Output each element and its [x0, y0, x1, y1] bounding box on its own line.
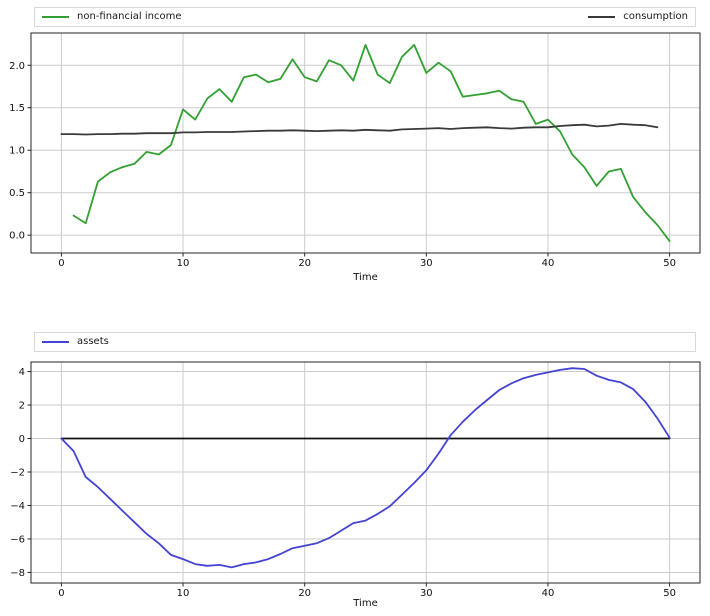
x-tick-label: 0: [58, 588, 64, 599]
legend-item-assets: assets: [42, 337, 109, 347]
y-tick-label: 0: [19, 434, 25, 445]
x-tick-label: 30: [420, 258, 433, 269]
x-axis-label: Time: [352, 272, 377, 283]
y-tick-label: 2.0: [9, 61, 25, 72]
x-tick-label: 20: [298, 588, 311, 599]
assets-line-sample-icon: [42, 341, 69, 343]
income-line-sample-icon: [42, 16, 69, 18]
consumption-line-sample-icon: [588, 16, 616, 18]
legend-top: non-financial income consumption: [34, 7, 696, 27]
legend-item-non-financial-income: non-financial income: [42, 12, 182, 22]
legend-label-assets: assets: [77, 336, 109, 347]
chart-assets: 0 10 20 30 40 50 −8 −6 −4 −2 0 2 4 Time: [10, 361, 701, 609]
y-tick-label: 1.0: [9, 146, 25, 157]
series-assets: [60, 367, 671, 569]
legend-bottom: assets: [34, 332, 696, 352]
x-tick-label: 50: [663, 588, 676, 599]
grid: [31, 362, 700, 583]
x-tick-label: 40: [542, 258, 555, 269]
x-tick-label: 20: [298, 258, 311, 269]
y-tick-label: −6: [10, 534, 25, 545]
y-tick-label: −2: [10, 467, 25, 478]
y-tick-label: 4: [19, 367, 25, 378]
axes-spines: [30, 32, 701, 254]
y-tick-label: 0.5: [9, 188, 25, 199]
y-tick-label: 1.5: [9, 103, 25, 114]
series-non-financial income: [72, 44, 671, 243]
legend-label-income: non-financial income: [77, 11, 182, 22]
x-tick-label: 0: [58, 258, 64, 269]
y-tick-label: −8: [10, 568, 25, 579]
plot-background: [31, 362, 700, 583]
legend-item-consumption: consumption: [588, 12, 688, 22]
series-consumption: [60, 123, 659, 136]
grid: [31, 33, 700, 253]
x-tick-label: 10: [177, 588, 190, 599]
x-tick-label: 40: [542, 588, 555, 599]
y-tick-label: −4: [10, 501, 25, 512]
axes-spines: [30, 361, 701, 584]
y-tick-label: 2: [19, 401, 25, 412]
x-axis-label: Time: [352, 598, 377, 609]
x-tick-label: 30: [420, 588, 433, 599]
chart-income-consumption: 0 10 20 30 40 50 0.0 0.5 1.0 1.5 2.0 Time: [9, 32, 701, 283]
legend-label-consumption: consumption: [623, 11, 688, 22]
x-tick-label: 10: [177, 258, 190, 269]
y-tick-label: 0.0: [9, 231, 25, 242]
x-tick-label: 50: [663, 258, 676, 269]
plot-background: [31, 33, 700, 253]
